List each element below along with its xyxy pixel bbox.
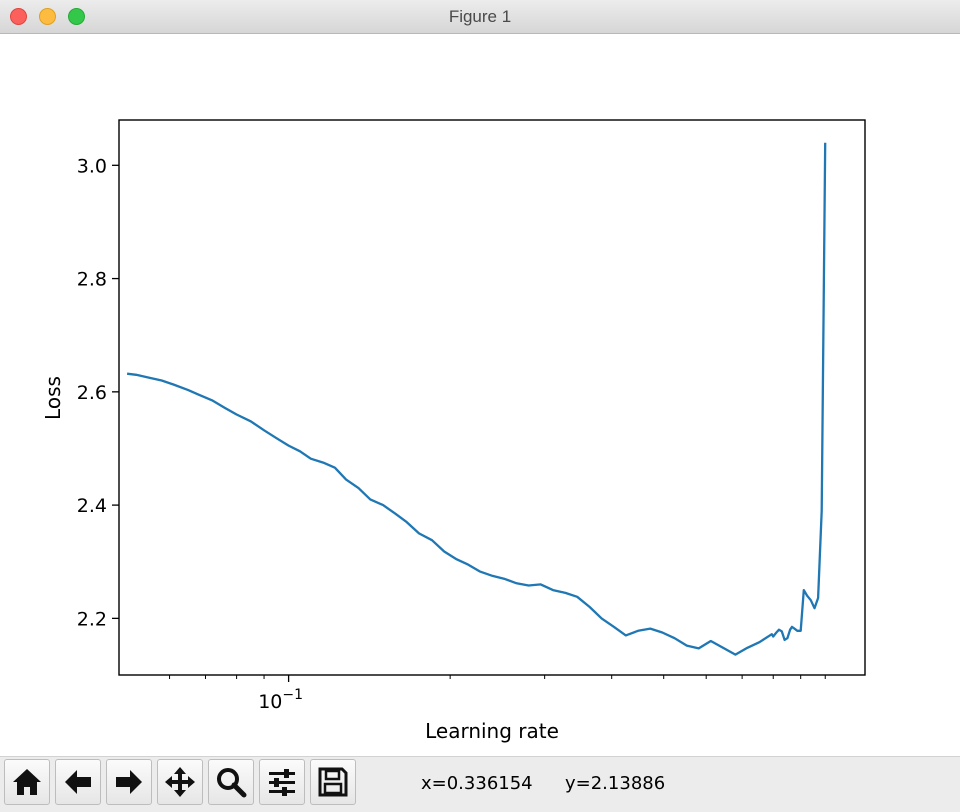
floppy-disk-icon <box>318 767 348 797</box>
move-icon <box>165 767 195 797</box>
figure-canvas[interactable]: Learning rate Loss 2.2 2.4 2.6 2.8 3.0 10−1 <box>0 34 960 756</box>
x-axis-label: Learning rate <box>425 719 559 743</box>
navigation-toolbar: x=0.336154 y=2.13886 <box>0 756 960 812</box>
y-tick-label: 2.8 <box>77 269 107 291</box>
cursor-x-readout: x=0.336154 <box>421 773 533 794</box>
y-axis-label: Loss <box>41 376 65 420</box>
subplots-button[interactable] <box>259 759 305 805</box>
magnifier-icon <box>217 768 247 798</box>
arrow-right-icon <box>116 770 142 794</box>
sliders-icon <box>269 769 295 796</box>
forward-button[interactable] <box>106 759 152 805</box>
axes-frame <box>118 119 866 676</box>
minimize-window-button[interactable] <box>39 8 56 25</box>
zoom-button[interactable] <box>208 759 254 805</box>
y-tick-label: 2.6 <box>77 382 107 404</box>
home-button[interactable] <box>4 759 50 805</box>
x-tick-label: 10−1 <box>258 687 303 713</box>
lr-loss-chart: Learning rate Loss 2.2 2.4 2.6 2.8 3.0 10−1 <box>41 119 866 743</box>
y-tick-label: 3.0 <box>77 155 107 177</box>
arrow-left-icon <box>65 770 91 794</box>
loss-series-line <box>126 142 827 656</box>
close-window-button[interactable] <box>10 8 27 25</box>
save-button[interactable] <box>310 759 356 805</box>
back-button[interactable] <box>55 759 101 805</box>
maximize-window-button[interactable] <box>68 8 85 25</box>
y-tick-label: 2.2 <box>77 608 107 630</box>
pan-button[interactable] <box>157 759 203 805</box>
home-icon <box>13 769 41 795</box>
y-tick-label: 2.4 <box>77 495 107 517</box>
cursor-y-readout: y=2.13886 <box>565 773 666 794</box>
window-title: Figure 1 <box>448 7 512 26</box>
window-titlebar: Figure 1 <box>0 0 960 34</box>
